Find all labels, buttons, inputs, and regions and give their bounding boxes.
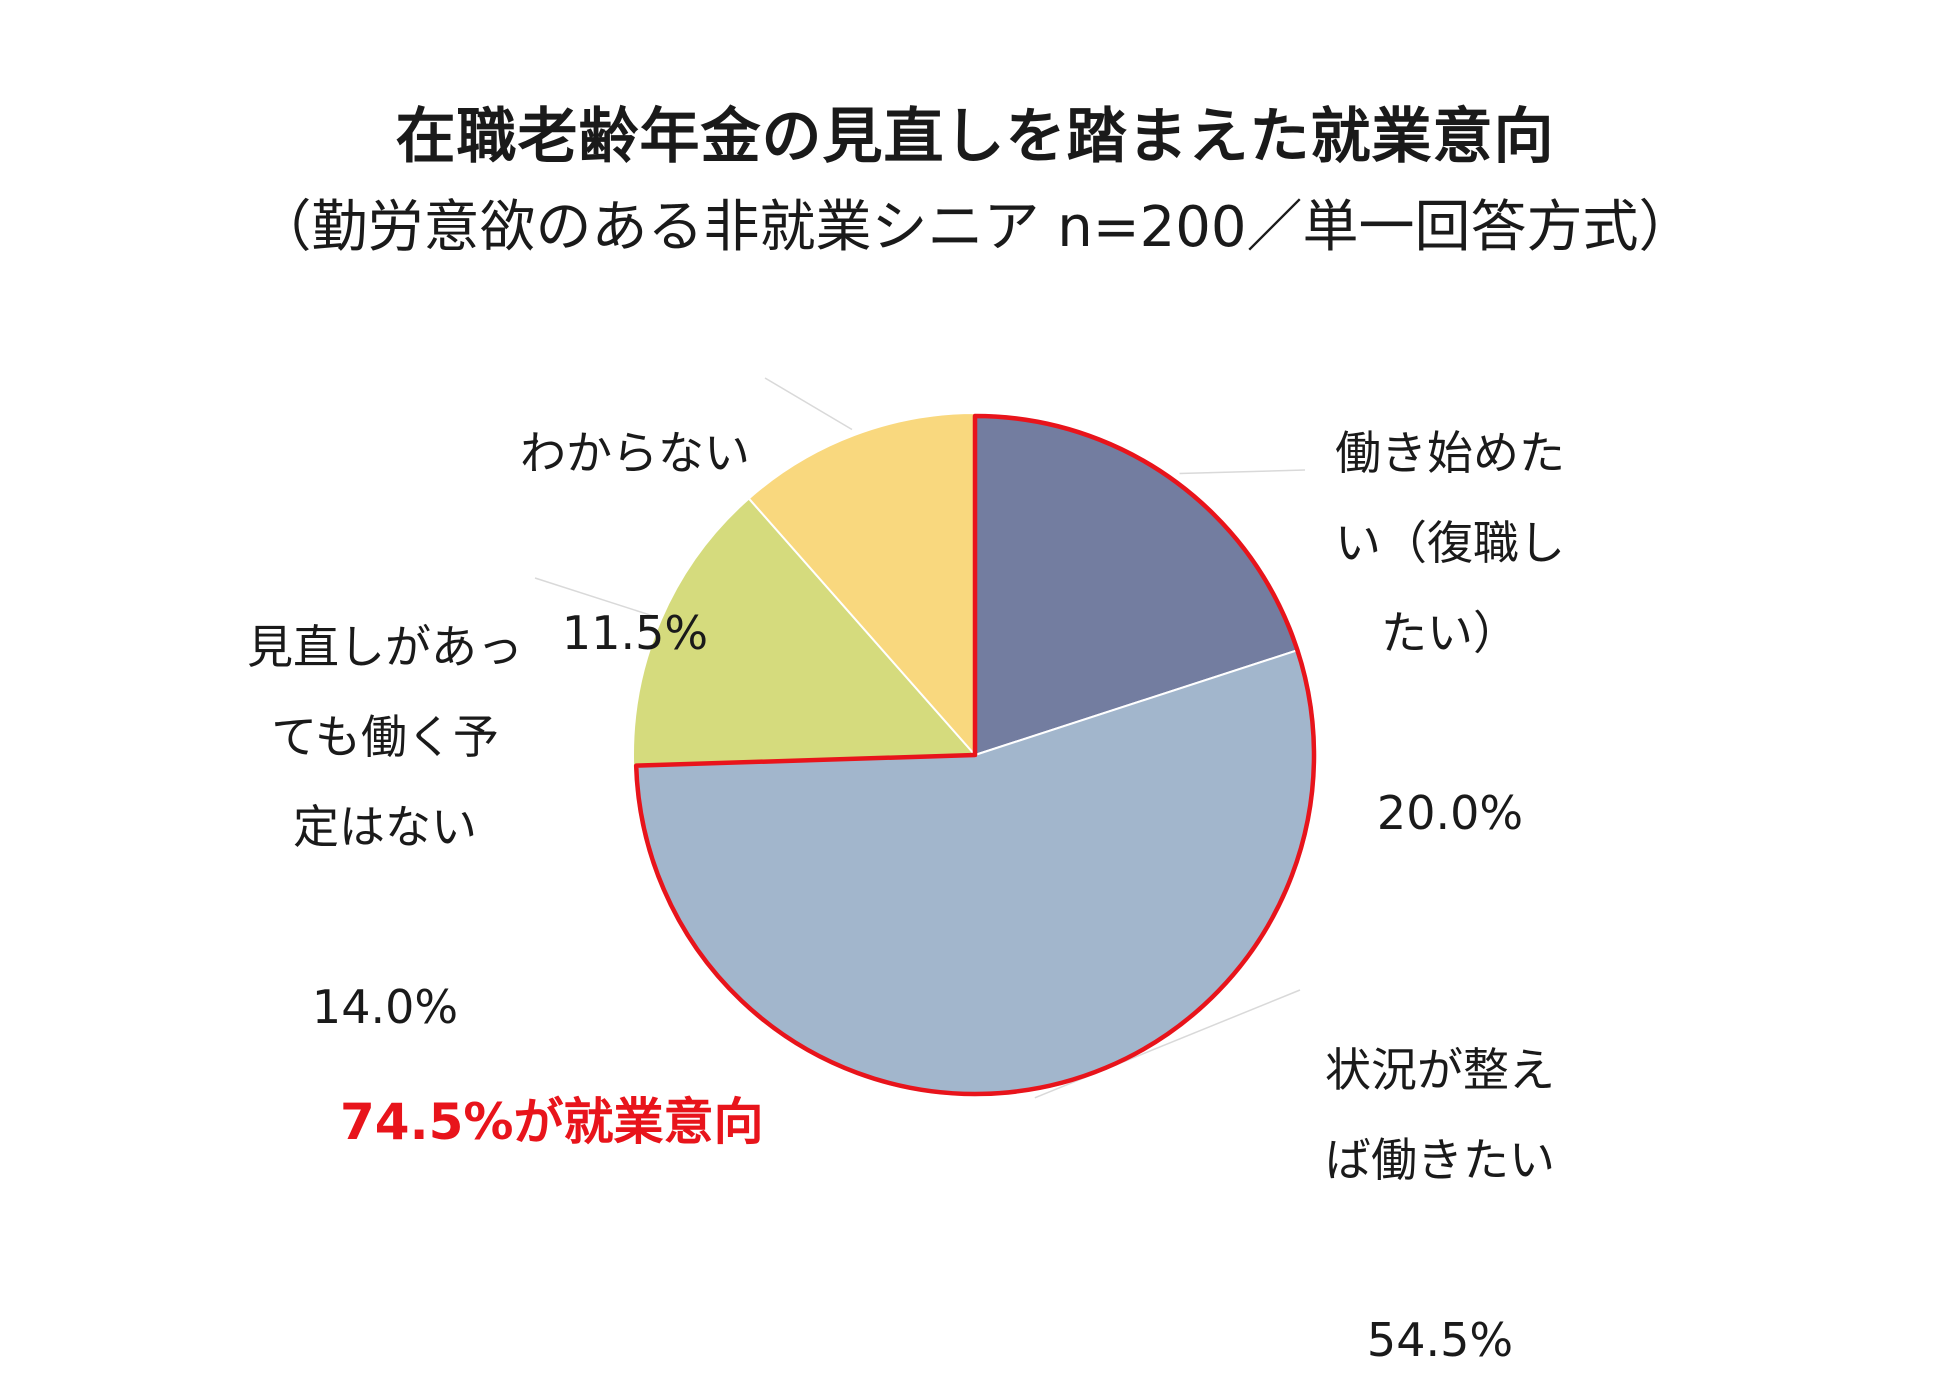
slice-label-text: 状況が整え ば働きたい <box>1325 1043 1555 1187</box>
slice-label-work-again: 働き始めた い（復職し たい） 20.0% <box>1310 318 1590 858</box>
employment-intent-outline <box>633 413 1317 1097</box>
pie-chart <box>534 377 1318 1099</box>
leader-line <box>764 377 853 431</box>
leader-line <box>534 577 656 618</box>
leader-line <box>1179 469 1306 475</box>
chart-subtitle: （勤労意欲のある非就業シニア n=200／単一回答方式） <box>255 195 1695 260</box>
slice-work-again <box>974 411 1302 757</box>
slice-unknown <box>747 411 976 758</box>
chart-title: 在職老齢年金の見直しを踏まえた就業意向 <box>395 102 1555 172</box>
slice-value: 11.5% <box>561 606 709 660</box>
employment-intent-callout: 74.5%が就業意向 <box>340 1093 764 1151</box>
slice-value: 54.5% <box>1366 1313 1514 1367</box>
slice-value: 20.0% <box>1376 786 1524 840</box>
slice-value: 14.0% <box>311 980 459 1034</box>
slice-label-if-conditions: 状況が整え ば働きたい 54.5% <box>1300 935 1580 1385</box>
slice-label-text: 働き始めた い（復職し たい） <box>1335 426 1565 660</box>
slice-label-no-plan: 見直しがあっ ても働く予 定はない 14.0% <box>240 512 530 1052</box>
slice-label-text: わからない <box>520 426 750 480</box>
slice-no-plan <box>632 497 978 767</box>
slice-label-unknown: わからない 11.5% <box>500 318 770 678</box>
slice-label-text: 見直しがあっ ても働く予 定はない <box>247 620 523 854</box>
